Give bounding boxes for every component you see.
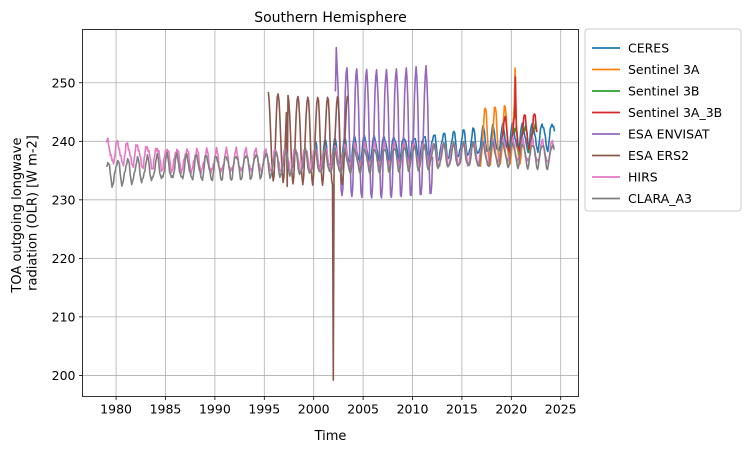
y-axis-label-line-2: radiation (OLR) [W m-2] xyxy=(26,135,41,291)
y-tick-label: 230 xyxy=(52,192,76,207)
x-tick-label: 1990 xyxy=(199,402,231,417)
legend-label: Sentinel 3A_3B xyxy=(628,105,722,120)
y-tick-label: 200 xyxy=(52,368,76,383)
legend-label: HIRS xyxy=(628,170,658,185)
y-tick-label: 240 xyxy=(52,134,76,149)
legend-frame xyxy=(584,28,742,212)
legend: CERES Sentinel 3A Sentinel 3B Sentinel 3A_3… xyxy=(584,28,742,212)
x-tick-label: 1985 xyxy=(150,402,182,417)
x-axis-label: Time xyxy=(314,429,347,444)
y-axis-label-line-1: TOA outgoing longwave xyxy=(10,138,25,294)
y-axis: 200 210 220 230 240 250 xyxy=(52,75,83,383)
gridlines xyxy=(82,29,579,397)
x-tick-label: 1995 xyxy=(248,402,280,417)
x-tick-label: 1980 xyxy=(100,402,132,417)
series-line-clara-a3 xyxy=(106,140,555,188)
x-tick-label: 2015 xyxy=(446,402,478,417)
series-line-esa-envisat xyxy=(334,46,434,199)
series-line-esa-ers2 xyxy=(267,92,349,381)
x-tick-label: 2020 xyxy=(495,402,527,417)
x-axis: 1980 1985 1990 1995 2000 2005 2010 2015 2020 2025 xyxy=(100,396,577,417)
series-line-hirs xyxy=(105,136,555,175)
legend-label: CERES xyxy=(628,41,669,56)
series-line-ceres xyxy=(314,122,556,168)
legend-label: ESA ENVISAT xyxy=(628,127,710,142)
plot-frame xyxy=(82,29,579,397)
plot-lines xyxy=(105,46,556,381)
legend-label: CLARA_A3 xyxy=(628,191,692,206)
y-axis-label: TOA outgoing longwave radiation (OLR) [W… xyxy=(10,133,41,293)
x-tick-label: 2000 xyxy=(298,402,330,417)
y-tick-label: 250 xyxy=(52,75,76,90)
legend-label: Sentinel 3B xyxy=(628,84,700,99)
legend-label: ESA ERS2 xyxy=(628,148,689,163)
x-tick-label: 2025 xyxy=(545,402,577,417)
y-tick-label: 210 xyxy=(52,309,76,324)
x-tick-label: 2005 xyxy=(347,402,379,417)
legend-label: Sentinel 3A xyxy=(628,62,700,77)
chart-title: Southern Hemisphere xyxy=(254,10,407,26)
x-tick-label: 2010 xyxy=(397,402,429,417)
y-tick-label: 220 xyxy=(52,251,76,266)
